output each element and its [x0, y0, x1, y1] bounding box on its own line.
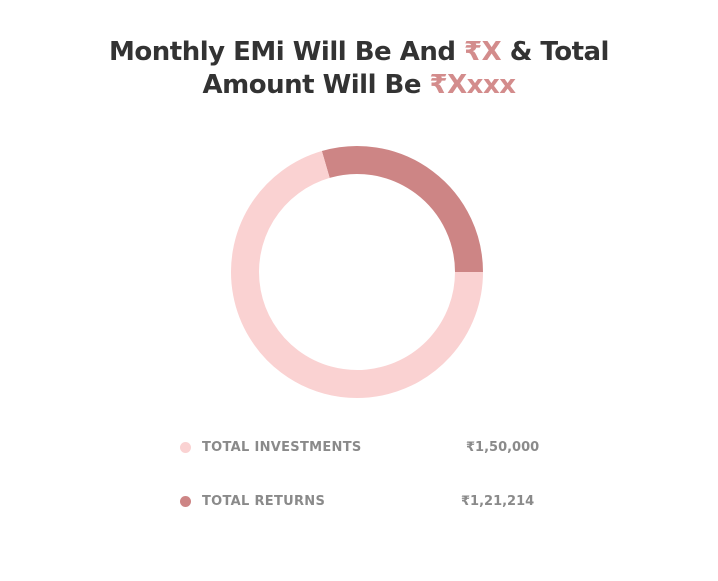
- legend-label-returns: TOTAL RETURNS: [202, 494, 326, 509]
- legend-value-investments: ₹1,50,000: [466, 440, 540, 455]
- heading-total-amount: ₹Xxxx: [429, 70, 516, 100]
- legend-value-returns: ₹1,21,214: [461, 494, 535, 509]
- heading-emi-text: Monthly EMi Will Be And: [109, 37, 464, 67]
- heading-total-text: & Total: [501, 37, 610, 67]
- donut-slice-total-investments: [231, 151, 483, 398]
- legend-dot-returns: [180, 496, 191, 507]
- legend-dot-investments: [180, 442, 191, 453]
- heading-emi-amount: ₹X: [464, 37, 502, 67]
- heading-line-2: Amount Will Be ₹Xxxx: [0, 69, 718, 102]
- legend-label-investments: TOTAL INVESTMENTS: [202, 440, 362, 455]
- result-heading: Monthly EMi Will Be And ₹X & Total Amoun…: [0, 36, 718, 102]
- donut-slice-total-returns: [321, 146, 483, 273]
- heading-amount-text: Amount Will Be: [202, 70, 430, 100]
- donut-chart: [231, 146, 483, 398]
- heading-line-1: Monthly EMi Will Be And ₹X & Total: [0, 36, 718, 69]
